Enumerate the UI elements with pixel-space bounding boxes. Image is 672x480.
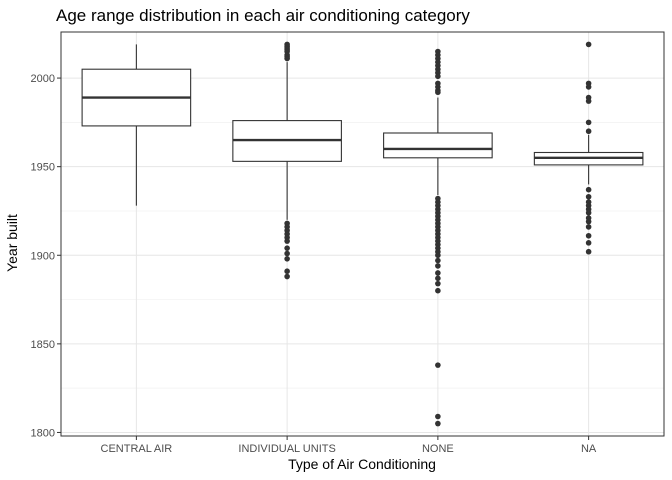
x-tick-label: NA xyxy=(581,443,597,455)
outlier-point xyxy=(585,209,592,216)
outlier-point xyxy=(585,248,592,255)
outlier-point xyxy=(585,119,592,126)
chart-title: Age range distribution in each air condi… xyxy=(56,6,470,25)
outlier-point xyxy=(585,41,592,48)
x-tick-label: INDIVIDUAL UNITS xyxy=(238,443,335,455)
outlier-point xyxy=(585,224,592,230)
outlier-point xyxy=(435,413,441,420)
outlier-point xyxy=(284,55,290,62)
outlier-point xyxy=(585,193,592,200)
outlier-point xyxy=(585,98,592,104)
outlier-point xyxy=(284,245,290,251)
outlier-point xyxy=(435,257,441,264)
outlier-point xyxy=(435,73,441,80)
outlier-point xyxy=(284,238,290,244)
outlier-point xyxy=(585,232,592,239)
outlier-point xyxy=(435,89,441,96)
y-tick-label: 2000 xyxy=(31,73,55,85)
x-tick-label: CENTRAL AIR xyxy=(101,443,173,455)
outlier-point xyxy=(585,84,592,90)
box-iqr xyxy=(383,132,493,159)
outlier-point xyxy=(435,362,441,368)
outlier-point xyxy=(435,287,441,294)
y-tick-label: 1800 xyxy=(31,427,55,439)
outlier-point xyxy=(435,420,441,427)
outlier-point xyxy=(585,218,592,225)
plot-panel: 1800 1850 1900 1950 2000 CENTRAL AIR INDIVIDUA… xyxy=(31,31,665,455)
outlier-point xyxy=(585,128,592,135)
outlier-point xyxy=(435,280,441,287)
outlier-point xyxy=(284,273,290,280)
outlier-point xyxy=(585,186,592,193)
y-tick-label: 1950 xyxy=(31,162,55,174)
x-tick-label: NONE xyxy=(422,443,454,455)
panel-border xyxy=(60,31,665,437)
y-tick-label: 1850 xyxy=(31,339,55,351)
outlier-point xyxy=(435,270,441,276)
outlier-point xyxy=(435,263,441,269)
outlier-point xyxy=(284,256,290,262)
outlier-point xyxy=(585,240,592,246)
y-tick-label: 1900 xyxy=(31,250,55,262)
y-axis-title: Year built xyxy=(4,214,20,272)
outlier-point xyxy=(284,268,290,275)
outlier-point xyxy=(435,275,441,282)
outlier-point xyxy=(284,250,290,257)
x-axis-title: Type of Air Conditioning xyxy=(288,456,436,472)
outlier-point xyxy=(435,252,441,259)
